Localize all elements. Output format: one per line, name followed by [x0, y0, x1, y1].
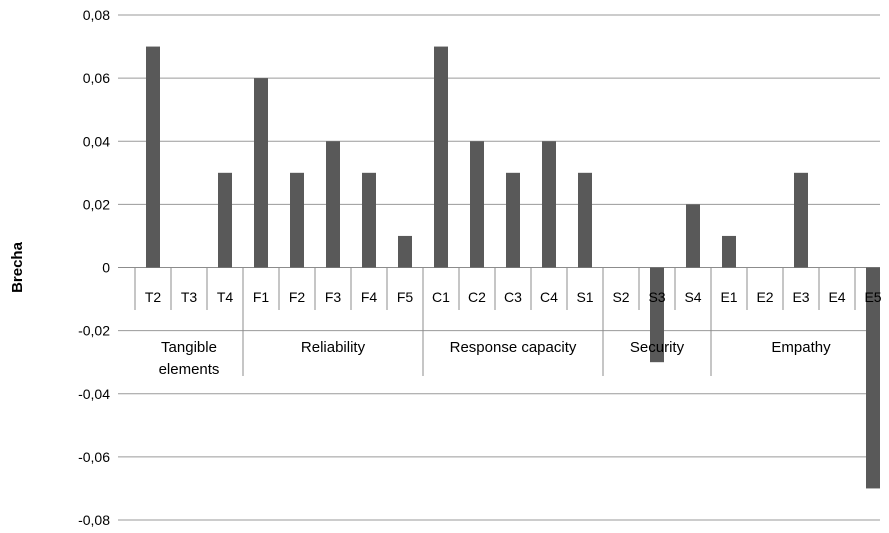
- bar-c1: [434, 46, 448, 268]
- group-label: elements: [159, 361, 220, 378]
- group-label: Security: [630, 339, 685, 356]
- y-tick-label: 0,02: [83, 196, 110, 212]
- category-label: T4: [217, 289, 234, 305]
- y-tick-label: 0: [102, 260, 110, 276]
- bar-s4: [686, 204, 700, 268]
- y-tick-label: -0,04: [78, 386, 110, 402]
- category-label: E5: [864, 289, 881, 305]
- y-axis-label: Brecha: [9, 241, 26, 293]
- bar-f2: [290, 172, 304, 268]
- category-label: F5: [397, 289, 414, 305]
- group-label: Response capacity: [450, 339, 577, 356]
- category-label: E3: [792, 289, 809, 305]
- bar-t4: [218, 172, 232, 268]
- bar-c2: [470, 141, 484, 268]
- bar-c4: [542, 141, 556, 268]
- y-tick-label: 0,08: [83, 7, 110, 23]
- bar-f5: [398, 235, 412, 268]
- category-label: E2: [756, 289, 773, 305]
- category-label: E4: [828, 289, 845, 305]
- bar-s3: [650, 267, 664, 363]
- bar-s1: [578, 172, 592, 268]
- gridlines: [118, 14, 880, 521]
- bar-e1: [722, 235, 736, 268]
- y-tick-label: -0,02: [78, 323, 110, 339]
- category-label: S2: [612, 289, 629, 305]
- category-label: F1: [253, 289, 270, 305]
- category-axis-lines: [134, 267, 856, 376]
- y-tick-label: 0,06: [83, 70, 110, 86]
- category-label: F3: [325, 289, 342, 305]
- y-tick-label: 0,04: [83, 133, 110, 149]
- category-label: E1: [720, 289, 737, 305]
- group-label: Empathy: [771, 339, 831, 356]
- group-label: Reliability: [301, 339, 366, 356]
- category-label: C4: [540, 289, 558, 305]
- category-label: S4: [684, 289, 701, 305]
- category-label: S1: [576, 289, 593, 305]
- category-labels: T2 T3 T4 F1 F2 F3 F4 F5 C1 C2 C3 C4 S1 S2 S3 S4 E1 E2 E3 E4…: [145, 289, 882, 305]
- bar-c3: [506, 172, 520, 268]
- category-label: F2: [289, 289, 306, 305]
- bar-f1: [254, 78, 268, 268]
- bar-e5: [866, 267, 880, 489]
- y-tick-label: -0,08: [78, 512, 110, 528]
- y-tick-label: -0,06: [78, 449, 110, 465]
- category-label: C3: [504, 289, 522, 305]
- bar-t2: [146, 46, 160, 268]
- category-label: T2: [145, 289, 162, 305]
- group-label: Tangible: [161, 339, 217, 356]
- group-labels: Tangible elements Reliability Response capa…: [159, 339, 832, 378]
- bars: [146, 46, 880, 489]
- bar-f3: [326, 141, 340, 268]
- category-label: C2: [468, 289, 486, 305]
- bar-e3: [794, 172, 808, 268]
- bar-f4: [362, 172, 376, 268]
- y-axis-tick-labels: 0,08 0,06 0,04 0,02 0 -0,02 -0,04 -0,06 -0,08: [78, 7, 110, 528]
- category-label: T3: [181, 289, 198, 305]
- category-label: F4: [361, 289, 378, 305]
- category-label: S3: [648, 289, 665, 305]
- category-label: C1: [432, 289, 450, 305]
